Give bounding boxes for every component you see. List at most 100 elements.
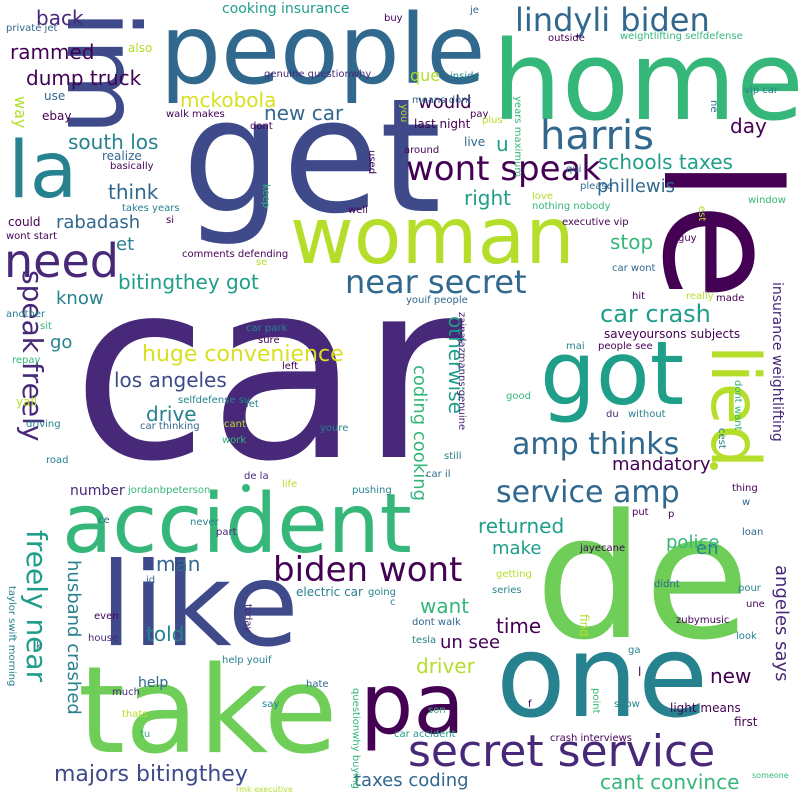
word-think: think <box>108 180 159 204</box>
word-youre: youre <box>320 423 349 434</box>
word-time: time <box>496 614 542 638</box>
word-day: day <box>730 114 767 138</box>
word-inside: inside <box>450 71 480 82</box>
word-dont-want: dont want <box>732 380 743 431</box>
word-nothing-nobody: nothing nobody <box>532 201 611 212</box>
word-another: another <box>6 309 46 320</box>
word-south-los: south los <box>68 130 159 154</box>
word-also: also <box>128 41 153 55</box>
word-basically: basically <box>110 161 154 172</box>
word-series: series <box>492 585 522 596</box>
word-ne: ne <box>708 100 719 113</box>
word-rmk-executive: rmk executive <box>236 785 293 794</box>
word-mai: mai <box>566 341 585 352</box>
word-put: put <box>632 507 649 518</box>
word-comments-defending: comments defending <box>182 249 289 260</box>
word-tu: tu <box>140 729 151 740</box>
word-f: f <box>528 699 532 710</box>
word-even: even <box>94 611 119 622</box>
word-car-thinking: car thinking <box>140 421 200 432</box>
word-go: go <box>50 332 73 353</box>
word-freely-near: freely near <box>20 530 53 683</box>
word-repay: repay <box>12 355 41 366</box>
word-husband-crashed: husband crashed <box>63 560 84 715</box>
word-please: please <box>580 181 613 192</box>
word-car-wont: car wont <box>612 263 656 274</box>
word-find: find <box>577 614 591 637</box>
word-used: used <box>366 150 377 175</box>
word-police: police <box>666 532 720 553</box>
word-didnt: didnt <box>654 579 680 590</box>
word-number: number <box>70 483 125 499</box>
word-years-maximum: years maximum <box>512 96 523 178</box>
word-pay: pay <box>470 109 489 120</box>
word-road: road <box>46 455 69 466</box>
word-means-dont: means dont <box>412 95 472 106</box>
word-je: je <box>470 5 479 16</box>
word-son: son <box>428 705 446 716</box>
word-cooking-insurance: cooking insurance <box>222 1 350 17</box>
word-car-il: car il <box>426 469 451 480</box>
word-huge-convenience: huge convenience <box>142 342 344 367</box>
word-service-amp: service amp <box>496 475 680 510</box>
word-zainalazmanns-genuine: zainalazmanns genuine <box>456 312 467 431</box>
word-rammed: rammed <box>10 40 95 64</box>
word-pushing: pushing <box>352 485 392 496</box>
word-ce: ce <box>98 515 110 526</box>
word-want: want <box>420 594 470 618</box>
word-well: well <box>348 205 368 216</box>
word-pa: pa <box>360 655 465 753</box>
word-ebay: ebay <box>42 109 72 123</box>
word-around: around <box>404 145 440 156</box>
word-jordanbpeterson: jordanbpeterson <box>128 485 211 496</box>
word-right: right <box>464 186 511 210</box>
word-home: home <box>492 17 800 145</box>
word-accident: accident <box>62 477 412 572</box>
word-people-see: people see <box>598 341 653 352</box>
word-majors-bitingthey: majors bitingthey <box>54 762 248 787</box>
word-mandatory: mandatory <box>612 454 711 475</box>
word-make: make <box>492 538 542 559</box>
word-got: got <box>540 322 685 425</box>
word-p: p <box>668 509 675 520</box>
word-like: like <box>100 538 299 673</box>
word-genuine-questionwhy: genuine questionwhy <box>264 69 372 80</box>
word-dont: dont <box>250 121 273 132</box>
word-cant: cant <box>224 419 246 430</box>
word-people: people <box>160 0 486 106</box>
word-thats: thats <box>122 709 148 720</box>
word-rabadash: rabadash <box>56 212 141 233</box>
word-est: est <box>696 206 707 222</box>
dot-mark <box>242 484 250 492</box>
word-much: much <box>112 687 140 698</box>
word-selfdefense-su: selfdefense su <box>178 395 251 406</box>
word-going: going <box>368 587 396 598</box>
word-use: use <box>44 89 66 103</box>
word-tesla: tesla <box>412 635 437 646</box>
word-never: never <box>190 517 219 528</box>
word-sure: sure <box>258 335 280 346</box>
word-k: k <box>36 641 42 652</box>
word-coding-cooking: coding cooking <box>409 365 430 502</box>
word-lindyli-biden: lindyli biden <box>515 1 710 39</box>
word-une: une <box>746 599 765 610</box>
word-help-youif: help youif <box>222 655 272 666</box>
word-cant-convince: cant convince <box>600 770 740 794</box>
word-wont-speak: wont speak <box>406 149 602 189</box>
word-yall: yall <box>16 395 38 409</box>
word-ga: ga <box>628 645 641 656</box>
word-taxes-coding: taxes coding <box>354 770 469 791</box>
word-new: new <box>710 664 752 688</box>
word-insurance-weightlifting: insurance weightlifting <box>769 282 785 442</box>
word-secret-service: secret service <box>408 726 716 777</box>
word-loan: loan <box>742 527 764 538</box>
word-zubymusic: zubymusic <box>676 615 730 626</box>
word-sit: sit <box>40 321 52 332</box>
word-phillewis: phillewis <box>597 176 676 197</box>
word-really: really <box>686 291 714 302</box>
word-say: say <box>262 699 280 710</box>
word-se: se <box>256 257 268 268</box>
word-love: love <box>532 191 553 202</box>
word-wont-start: wont start <box>6 231 58 242</box>
